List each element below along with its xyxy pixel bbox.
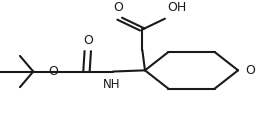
Text: O: O <box>49 65 59 78</box>
Text: NH: NH <box>103 78 120 91</box>
Text: O: O <box>83 34 93 47</box>
Text: O: O <box>246 64 255 77</box>
Text: OH: OH <box>168 1 187 14</box>
Text: O: O <box>113 1 123 14</box>
